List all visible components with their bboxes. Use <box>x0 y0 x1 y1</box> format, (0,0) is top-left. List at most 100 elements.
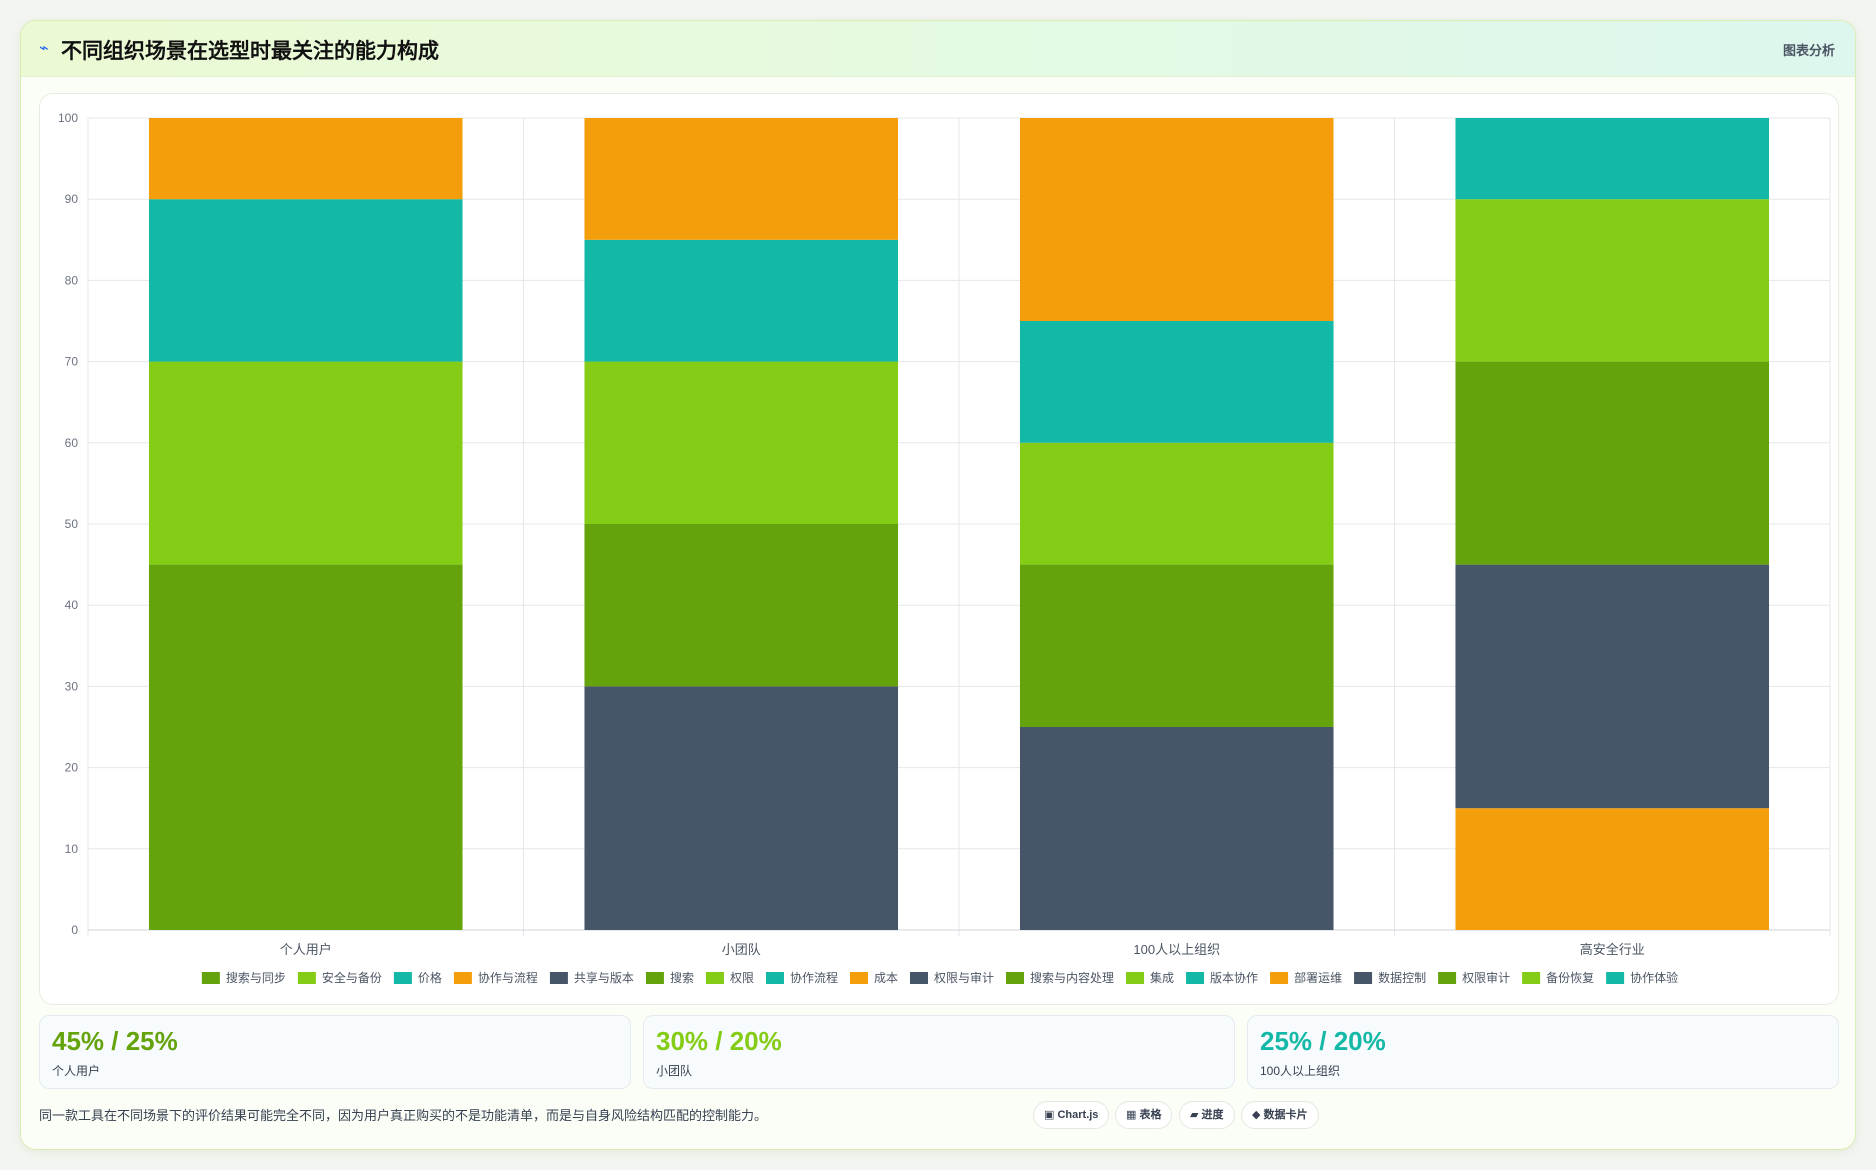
legend-label: 备份恢复 <box>1546 971 1594 985</box>
stat-cards: 45% / 25% 个人用户 30% / 20% 小团队 25% / 20% 1… <box>39 1015 1839 1089</box>
bar-segment <box>1455 361 1770 565</box>
bar-segment <box>1019 118 1334 321</box>
legend-swatch <box>1270 972 1289 984</box>
stat-label: 小团队 <box>656 1064 693 1078</box>
chip-progress[interactable]: ▰ 进度 <box>1179 1101 1235 1129</box>
footer-note: 同一款工具在不同场景下的评价结果可能完全不同，因为用户真正购买的不是功能清单，而… <box>39 1108 768 1123</box>
legend-swatch <box>910 972 928 984</box>
legend-label: 成本 <box>874 971 898 985</box>
chart-analysis-tag[interactable]: 图表分析 <box>1782 43 1835 58</box>
stat-value: 45% / 25% <box>52 1026 178 1056</box>
chart-panel: 0 10 20 30 40 50 60 70 80 90 100 个人用户 小团队 100人以上组织 高安全… <box>39 93 1839 1005</box>
bar-segment <box>148 564 463 930</box>
y-tick-label: 50 <box>65 517 79 531</box>
legend-label: 权限审计 <box>1462 970 1510 985</box>
bar-segment <box>1455 808 1770 930</box>
bar-segment <box>584 361 899 524</box>
y-tick-label: 80 <box>65 273 79 287</box>
chart-card: ⌁ 不同组织场景在选型时最关注的能力构成 图表分析 0 10 20 30 40 50 60 7… <box>20 20 1856 1150</box>
stacked-bar-chart: 0 10 20 30 40 50 60 70 80 90 100 个人用户 小团队 100人以上组织 高安全… <box>58 111 1831 985</box>
legend-swatch <box>1438 972 1457 984</box>
legend-swatch <box>1522 972 1541 984</box>
bar-segment <box>584 686 899 930</box>
bar-segment <box>148 199 463 362</box>
diamond-icon: ◆ <box>1252 1109 1261 1121</box>
chart-icon: ▣ <box>1044 1109 1055 1121</box>
legend-label: 部署运维 <box>1294 970 1342 985</box>
legend-label: 协作与流程 <box>478 970 538 985</box>
y-tick-label: 40 <box>65 598 79 612</box>
stat-value: 30% / 20% <box>656 1026 782 1056</box>
legend-swatch <box>705 972 724 984</box>
legend-label: 集成 <box>1150 970 1174 985</box>
bar-segment <box>1019 442 1334 565</box>
bar-segment <box>1455 564 1770 809</box>
stat-card-2: 25% / 20% 100人以上组织 <box>1247 1015 1839 1089</box>
stat-label: 个人用户 <box>52 1064 101 1078</box>
legend-label: 版本协作 <box>1210 970 1258 985</box>
y-tick-label: 0 <box>71 923 78 937</box>
chip-label: 数据卡片 <box>1263 1109 1308 1121</box>
legend-swatch <box>1606 972 1625 984</box>
chip-label: Chart.js <box>1057 1109 1099 1121</box>
stat-card-1: 30% / 20% 小团队 <box>643 1015 1235 1089</box>
stat-card-0: 45% / 25% 个人用户 <box>39 1015 631 1089</box>
table-icon: ▦ <box>1126 1109 1137 1121</box>
legend-swatch <box>645 972 664 984</box>
y-tick-label: 20 <box>65 761 79 775</box>
legend-swatch <box>765 972 784 984</box>
chip-label: 表格 <box>1139 1109 1162 1121</box>
legend-swatch <box>549 972 568 984</box>
bar-segment <box>1455 118 1770 200</box>
bar-segment <box>148 361 463 565</box>
trend-icon: ⌁ <box>39 40 49 57</box>
y-tick-label: 10 <box>65 842 79 856</box>
bar-segment <box>584 118 899 240</box>
legend-label: 安全与备份 <box>322 970 382 985</box>
legend-label: 协作流程 <box>790 970 838 985</box>
legend-swatch <box>1006 972 1025 984</box>
legend-label: 搜索与内容处理 <box>1030 970 1114 985</box>
legend-label: 价格 <box>418 970 442 985</box>
legend-swatch <box>1186 972 1205 984</box>
legend-swatch <box>849 972 868 984</box>
bar-segment <box>584 239 899 362</box>
y-tick-label: 70 <box>65 355 79 369</box>
x-tick-label: 100人以上组织 <box>1133 942 1220 957</box>
bar-segment <box>1455 199 1770 362</box>
legend-swatch <box>1354 972 1373 984</box>
x-tick-label: 高安全行业 <box>1580 942 1645 957</box>
x-tick-label: 个人用户 <box>280 942 332 957</box>
stat-label: 100人以上组织 <box>1260 1064 1341 1078</box>
legend-label: 搜索与同步 <box>226 970 286 985</box>
bar-segment <box>1019 564 1334 727</box>
legend-swatch <box>1126 972 1145 984</box>
legend-label: 权限 <box>730 971 754 985</box>
legend-swatch <box>201 972 220 984</box>
chip-label: 进度 <box>1201 1109 1224 1121</box>
legend-label: 共享与版本 <box>574 970 634 985</box>
chip-chartjs[interactable]: ▣ Chart.js <box>1033 1101 1110 1129</box>
chart-title: 不同组织场景在选型时最关注的能力构成 <box>61 40 439 63</box>
progress-icon: ▰ <box>1190 1109 1199 1121</box>
bar-segment <box>584 524 899 687</box>
legend-label: 数据控制 <box>1378 970 1426 985</box>
legend-swatch <box>393 972 412 984</box>
y-tick-label: 100 <box>58 111 78 125</box>
y-tick-label: 60 <box>65 436 79 450</box>
legend-swatch <box>453 972 472 984</box>
legend-label: 协作体验 <box>1630 970 1678 985</box>
chip-table[interactable]: ▦ 表格 <box>1115 1101 1173 1129</box>
y-tick-label: 30 <box>65 679 79 693</box>
bar-segment <box>1019 727 1334 930</box>
bar-segment <box>148 118 463 200</box>
bar-segment <box>1019 321 1334 443</box>
legend-swatch <box>297 972 316 984</box>
legend-label: 权限与审计 <box>934 970 994 985</box>
stat-value: 25% / 20% <box>1260 1026 1386 1056</box>
y-tick-label: 90 <box>65 192 79 206</box>
x-tick-label: 小团队 <box>722 942 761 957</box>
chip-data-card[interactable]: ◆ 数据卡片 <box>1241 1101 1319 1129</box>
card-header: ⌁ 不同组织场景在选型时最关注的能力构成 图表分析 <box>21 21 1855 77</box>
legend-label: 搜索 <box>670 970 694 985</box>
